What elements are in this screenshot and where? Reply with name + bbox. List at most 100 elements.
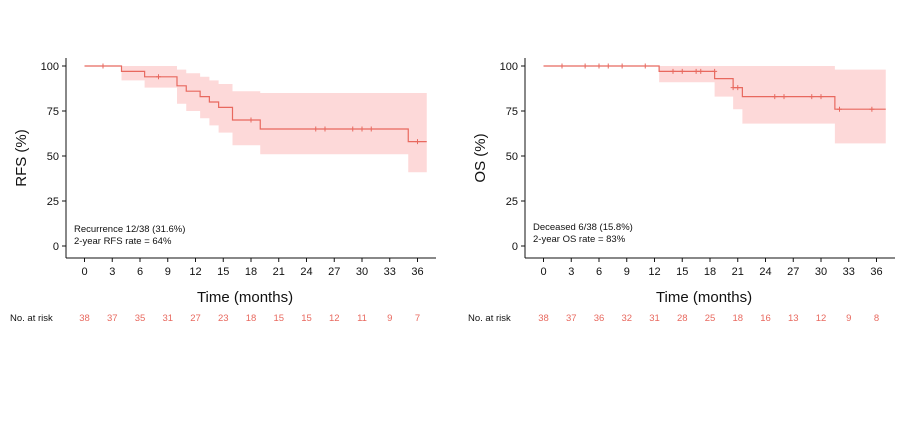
os-risk-count: 12 bbox=[816, 313, 827, 324]
os-censor-mark bbox=[772, 94, 778, 100]
os-censor-mark bbox=[698, 68, 704, 74]
rfs-x-tick-label: 9 bbox=[165, 266, 171, 278]
os-x-tick-label: 9 bbox=[624, 266, 630, 278]
rfs-censor-mark bbox=[313, 126, 319, 132]
rfs-risk-count: 12 bbox=[329, 313, 340, 324]
rfs-risk-table-title: No. at risk bbox=[10, 313, 53, 324]
os-x-tick-label: 12 bbox=[648, 266, 660, 278]
rfs-y-tick-label: 75 bbox=[47, 106, 59, 118]
os-censor-mark bbox=[559, 63, 565, 69]
rfs-x-axis-label: Time (months) bbox=[197, 289, 293, 306]
os-censor-mark bbox=[693, 68, 699, 74]
rfs-x-tick-label: 21 bbox=[273, 266, 285, 278]
os-censor-mark bbox=[818, 94, 824, 100]
rfs-x-tick-label: 12 bbox=[189, 266, 201, 278]
os-risk-count: 36 bbox=[594, 313, 605, 324]
rfs-censor-mark bbox=[368, 126, 374, 132]
rfs-y-tick-label: 50 bbox=[47, 151, 59, 163]
rfs-censor-mark bbox=[350, 126, 356, 132]
rfs-risk-count: 18 bbox=[246, 313, 257, 324]
os-x-tick-label: 15 bbox=[676, 266, 688, 278]
os-ci-band bbox=[543, 66, 886, 144]
rfs-x-tick-label: 33 bbox=[384, 266, 396, 278]
os-censor-mark bbox=[582, 63, 588, 69]
rfs-censor-mark bbox=[248, 117, 254, 123]
os-survival-curve bbox=[543, 65, 886, 110]
os-censor-mark bbox=[619, 63, 625, 69]
os-risk-count: 31 bbox=[649, 313, 660, 324]
rfs-x-tick-label: 24 bbox=[300, 266, 312, 278]
os-risk-count: 18 bbox=[732, 313, 743, 324]
os-y-tick-label: 75 bbox=[506, 106, 518, 118]
os-censor-mark bbox=[809, 94, 815, 100]
os-x-tick-label: 0 bbox=[540, 266, 546, 278]
rfs-x-tick-label: 0 bbox=[81, 266, 87, 278]
os-censor-mark bbox=[679, 68, 685, 74]
os-risk-count: 37 bbox=[566, 313, 577, 324]
os-censor-mark bbox=[670, 68, 676, 74]
rfs-x-tick-label: 36 bbox=[411, 266, 423, 278]
rfs-y-tick-label: 100 bbox=[41, 61, 59, 73]
rfs-y-tick-label: 0 bbox=[53, 241, 59, 253]
os-x-tick-label: 21 bbox=[732, 266, 744, 278]
os-x-tick-label: 30 bbox=[815, 266, 827, 278]
rfs-x-tick-label: 15 bbox=[217, 266, 229, 278]
rfs-risk-count: 15 bbox=[301, 313, 312, 324]
rfs-risk-count: 11 bbox=[357, 313, 367, 324]
rfs-x-tick-label: 27 bbox=[328, 266, 340, 278]
rfs-risk-count: 35 bbox=[135, 313, 146, 324]
os-censor-mark bbox=[712, 68, 718, 74]
rfs-censor-mark bbox=[156, 74, 161, 80]
rfs-risk-count: 37 bbox=[107, 313, 118, 324]
rfs-risk-count: 9 bbox=[387, 313, 392, 324]
rfs-risk-count: 23 bbox=[218, 313, 229, 324]
os-x-tick-label: 24 bbox=[759, 266, 771, 278]
rfs-y-axis-label: RFS (%) bbox=[13, 129, 30, 187]
os-censor-mark bbox=[596, 63, 602, 69]
os-x-tick-label: 33 bbox=[843, 266, 855, 278]
os-x-tick-label: 36 bbox=[870, 266, 882, 278]
os-y-tick-label: 25 bbox=[506, 196, 518, 208]
os-risk-count: 32 bbox=[621, 313, 632, 324]
rfs-x-tick-label: 30 bbox=[356, 266, 368, 278]
os-risk-count: 8 bbox=[874, 313, 879, 324]
rfs-censor-mark bbox=[359, 126, 365, 132]
os-censor-mark bbox=[605, 63, 611, 69]
rfs-risk-count: 38 bbox=[79, 313, 90, 324]
os-x-tick-label: 3 bbox=[568, 266, 574, 278]
os-y-axis-label: OS (%) bbox=[472, 133, 489, 182]
rfs-annotation: Recurrence 12/38 (31.6%) bbox=[74, 224, 185, 235]
os-x-tick-label: 6 bbox=[596, 266, 602, 278]
rfs-censor-mark bbox=[100, 63, 106, 69]
os-risk-count: 28 bbox=[677, 313, 688, 324]
os-x-tick-label: 27 bbox=[787, 266, 799, 278]
rfs-risk-count: 27 bbox=[190, 313, 201, 324]
os-risk-table-title: No. at risk bbox=[468, 313, 511, 324]
os-censor-mark bbox=[869, 106, 875, 112]
os-risk-count: 38 bbox=[538, 313, 549, 324]
rfs-x-tick-label: 18 bbox=[245, 266, 257, 278]
rfs-ci-band bbox=[84, 66, 427, 173]
rfs-risk-count: 15 bbox=[273, 313, 284, 324]
os-risk-count: 16 bbox=[760, 313, 771, 324]
os-y-tick-label: 100 bbox=[500, 61, 518, 73]
os-censor-mark bbox=[735, 85, 741, 91]
rfs-censor-mark bbox=[415, 139, 420, 145]
os-y-tick-label: 0 bbox=[512, 241, 518, 253]
os-y-tick-label: 50 bbox=[506, 151, 518, 163]
rfs-x-tick-label: 3 bbox=[109, 266, 115, 278]
rfs-survival-curve bbox=[84, 65, 427, 143]
os-annotation: Deceased 6/38 (15.8%) bbox=[533, 222, 633, 233]
rfs-censor-mark bbox=[322, 126, 328, 132]
os-censor-mark bbox=[730, 85, 736, 91]
rfs-risk-count: 7 bbox=[415, 313, 420, 324]
os-x-tick-label: 18 bbox=[704, 266, 716, 278]
rfs-x-tick-label: 6 bbox=[137, 266, 143, 278]
rfs-y-tick-label: 25 bbox=[47, 196, 59, 208]
os-x-axis-label: Time (months) bbox=[656, 289, 752, 306]
os-censor-mark bbox=[781, 94, 787, 100]
os-censor-mark bbox=[837, 106, 842, 112]
